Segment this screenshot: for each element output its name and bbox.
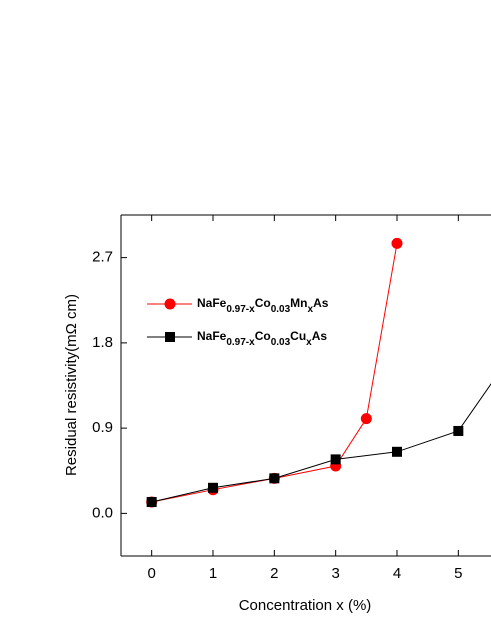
legend-marker bbox=[165, 332, 175, 342]
data-point bbox=[392, 446, 402, 457]
data-point bbox=[391, 237, 403, 249]
data-point bbox=[208, 482, 218, 493]
data-point bbox=[360, 413, 372, 425]
y-tick-label: 0.9 bbox=[92, 419, 113, 436]
x-tick-label: 4 bbox=[393, 565, 401, 582]
series-line bbox=[151, 383, 491, 503]
legend-label: NaFe0.97-xCo0.03MnxAs bbox=[197, 296, 329, 314]
y-tick-label: 1.8 bbox=[92, 334, 113, 351]
x-tick-label: 3 bbox=[331, 565, 339, 582]
y-tick-label: 2.7 bbox=[92, 249, 113, 266]
plot-area bbox=[146, 237, 491, 508]
x-tick-label: 2 bbox=[270, 565, 278, 582]
y-tick-label: 0.0 bbox=[92, 504, 113, 521]
x-tick-label: 5 bbox=[454, 565, 462, 582]
x-axis-label: Concentration x (%) bbox=[239, 597, 372, 614]
x-tick-label: 1 bbox=[209, 565, 217, 582]
y-axis-label: Residual resistivity(mΩ cm) bbox=[63, 294, 80, 476]
series-line bbox=[151, 243, 398, 503]
data-point bbox=[453, 425, 464, 436]
legend-label: NaFe0.97-xCo0.03CuxAs bbox=[197, 329, 327, 347]
legend-marker bbox=[164, 298, 176, 310]
data-point bbox=[269, 473, 280, 484]
data-point bbox=[330, 454, 341, 465]
data-point bbox=[146, 497, 157, 508]
x-tick-label: 0 bbox=[147, 565, 155, 582]
